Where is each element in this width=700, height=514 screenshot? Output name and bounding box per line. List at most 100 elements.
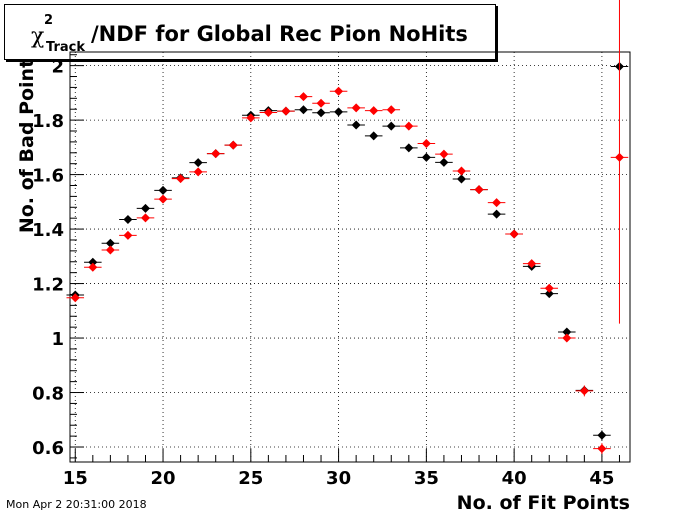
plot-frame xyxy=(69,51,631,463)
y-tick-label: 1.8 xyxy=(32,111,64,132)
diamond-marker xyxy=(421,139,431,149)
data-point xyxy=(452,166,471,176)
diamond-marker xyxy=(456,166,466,176)
diamond-marker xyxy=(123,230,133,240)
x-tick-label: 40 xyxy=(502,468,527,489)
data-point xyxy=(522,259,541,269)
x-tick-label: 30 xyxy=(326,468,351,489)
x-tick-label: 15 xyxy=(63,468,88,489)
data-point xyxy=(558,333,576,343)
diamond-marker xyxy=(369,131,379,141)
diamond-marker xyxy=(456,174,466,184)
data-point xyxy=(364,106,383,116)
diamond-marker xyxy=(474,185,484,195)
diamond-marker xyxy=(439,149,449,159)
diamond-marker xyxy=(334,86,344,96)
data-point xyxy=(259,107,278,117)
chart-title-box: χ 2 Track /NDF for Global Rec Pion NoHit… xyxy=(4,4,496,60)
data-point xyxy=(154,194,172,204)
data-point xyxy=(312,108,330,118)
data-point xyxy=(505,229,523,239)
data-point xyxy=(224,140,243,150)
data-point xyxy=(452,174,471,184)
diamond-marker xyxy=(404,121,414,131)
data-point xyxy=(206,149,225,159)
diamond-marker xyxy=(492,209,502,219)
diamond-marker xyxy=(105,238,115,248)
diamond-marker xyxy=(193,158,203,168)
diamond-marker xyxy=(298,105,308,115)
title-chi-subscript: Track xyxy=(46,40,85,55)
data-point xyxy=(84,262,102,272)
data-point xyxy=(400,121,418,131)
diamond-marker xyxy=(386,105,396,115)
data-point xyxy=(347,120,365,130)
diamond-marker xyxy=(579,386,589,396)
title-chi-superscript: 2 xyxy=(44,13,54,28)
diamond-marker xyxy=(334,107,344,117)
title-chi-symbol: χ xyxy=(31,24,45,49)
y-axis-label: No. of Bad Point xyxy=(16,58,38,234)
data-point xyxy=(382,105,401,115)
data-point xyxy=(119,215,137,225)
data-point xyxy=(66,293,85,303)
x-tick-label: 20 xyxy=(151,468,176,489)
diamond-marker xyxy=(176,174,186,184)
data-point xyxy=(540,283,559,293)
x-tick-label: 25 xyxy=(238,468,263,489)
data-point xyxy=(470,185,488,195)
data-point xyxy=(101,245,120,255)
data-point xyxy=(593,430,611,441)
data-point xyxy=(487,209,506,219)
data-point xyxy=(487,198,506,208)
diamond-marker xyxy=(263,107,273,117)
diamond-marker xyxy=(562,333,572,343)
data-point xyxy=(347,103,365,113)
data-point xyxy=(101,238,120,248)
chart-grid xyxy=(70,52,630,462)
timestamp: Mon Apr 2 20:31:00 2018 xyxy=(6,498,147,511)
data-point xyxy=(294,105,313,115)
chart-title: /NDF for Global Rec Pion NoHits xyxy=(91,22,468,46)
y-tick-label: 2 xyxy=(51,57,64,78)
axis-tick-labels: 15 20 25 30 35 40 45 0.6 0.8 1 1.2 1.4 1.6 1.8 2 xyxy=(32,57,614,489)
diamond-marker xyxy=(193,167,203,177)
diamond-marker xyxy=(351,103,361,113)
data-point xyxy=(119,230,137,240)
y-tick-label: 0.6 xyxy=(32,438,64,459)
data-point xyxy=(435,149,453,159)
axis-ticks xyxy=(70,54,620,462)
x-tick-label: 45 xyxy=(589,468,614,489)
y-tick-label: 1.6 xyxy=(32,166,64,187)
y-tick-label: 1 xyxy=(51,329,64,350)
diamond-marker xyxy=(386,121,396,131)
data-point xyxy=(189,167,207,177)
diamond-marker xyxy=(140,203,150,213)
data-point xyxy=(136,203,155,213)
diamond-marker xyxy=(158,185,168,195)
diamond-marker xyxy=(544,289,554,299)
y-tick-label: 1.2 xyxy=(32,275,64,296)
diamond-marker xyxy=(316,108,326,118)
data-point xyxy=(171,174,190,184)
diamond-marker xyxy=(369,106,379,116)
diamond-marker xyxy=(544,283,554,293)
diamond-marker xyxy=(316,98,326,108)
data-point xyxy=(136,213,155,223)
x-axis-label: No. of Fit Points xyxy=(456,492,630,514)
data-point xyxy=(189,158,207,168)
diamond-marker xyxy=(614,152,624,162)
diamond-marker xyxy=(562,327,572,337)
data-point xyxy=(312,98,330,108)
diamond-marker xyxy=(158,194,168,204)
diamond-marker xyxy=(597,444,607,454)
diamond-marker xyxy=(421,152,431,162)
diamond-marker xyxy=(140,213,150,223)
data-points xyxy=(66,0,629,455)
diamond-marker xyxy=(88,257,98,267)
diamond-marker xyxy=(246,113,256,123)
y-tick-label: 0.8 xyxy=(32,384,64,405)
diamond-marker xyxy=(88,262,98,272)
diamond-marker xyxy=(211,149,221,159)
